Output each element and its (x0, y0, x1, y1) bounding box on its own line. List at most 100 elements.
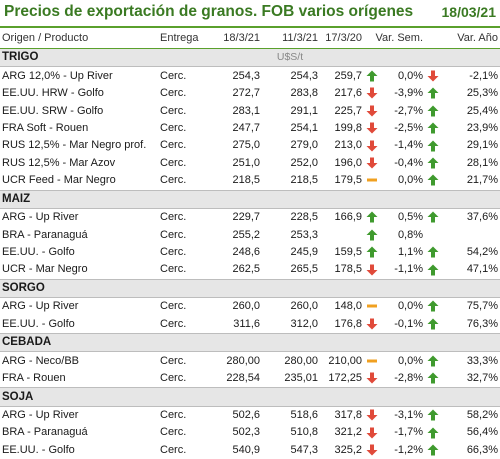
up-arrow-icon (427, 444, 439, 456)
col-header-var-ano: Var. Año (425, 29, 500, 49)
var-sem-trend-cell (364, 85, 379, 102)
price-current-cell: 228,54 (216, 370, 262, 388)
price-year-ago-cell (320, 226, 364, 243)
col-header-entrega: Entrega (158, 29, 216, 49)
flat-dash-icon (366, 355, 378, 367)
var-ano-cell: 75,7% (440, 298, 500, 316)
var-ano-cell: 54,2% (440, 244, 500, 261)
up-arrow-icon (427, 318, 439, 330)
var-ano-trend-cell (425, 67, 440, 85)
origin-cell: UCR - Mar Negro (0, 261, 158, 279)
origin-cell: RUS 12,5% - Mar Negro prof. (0, 137, 158, 154)
var-ano-trend-cell (425, 424, 440, 441)
price-current-cell: 540,9 (216, 442, 262, 459)
origin-cell: EE.UU. - Golfo (0, 316, 158, 334)
var-ano-cell: 37,6% (440, 208, 500, 226)
flat-dash-icon (366, 300, 378, 312)
entrega-cell: Cerc. (158, 442, 216, 459)
entrega-cell: Cerc. (158, 406, 216, 424)
price-week-ago-cell: 218,5 (262, 172, 320, 190)
section-filler (364, 49, 500, 67)
var-ano-cell: 23,9% (440, 120, 500, 137)
origin-cell: BRA - Paranaguá (0, 226, 158, 243)
price-current-cell: 502,3 (216, 424, 262, 441)
down-arrow-icon (366, 444, 378, 456)
var-sem-cell: -1,1% (379, 261, 425, 279)
var-sem-trend-cell (364, 352, 379, 370)
price-year-ago-cell: 179,5 (320, 172, 364, 190)
up-arrow-icon (427, 174, 439, 186)
origin-cell: ARG - Up River (0, 298, 158, 316)
section-header-soja: SOJA (0, 388, 500, 406)
col-header-var-sem: Var. Sem. (364, 29, 425, 49)
section-name: SORGO (0, 279, 216, 297)
price-current-cell: 229,7 (216, 208, 262, 226)
price-current-cell: 260,0 (216, 298, 262, 316)
down-arrow-icon (366, 264, 378, 276)
origin-cell: ARG 12,0% - Up River (0, 67, 158, 85)
var-ano-cell: 21,7% (440, 172, 500, 190)
price-current-cell: 248,6 (216, 244, 262, 261)
price-year-ago-cell: 321,2 (320, 424, 364, 441)
entrega-cell: Cerc. (158, 226, 216, 243)
report-header: Precios de exportación de granos. FOB va… (0, 0, 500, 27)
price-current-cell: 262,5 (216, 261, 262, 279)
var-sem-cell: -3,1% (379, 406, 425, 424)
section-header-cebada: CEBADA (0, 334, 500, 352)
var-sem-trend-cell (364, 226, 379, 243)
section-name: CEBADA (0, 334, 216, 352)
var-ano-cell: 33,3% (440, 352, 500, 370)
var-ano-trend-cell (425, 155, 440, 172)
price-week-ago-cell: 280,00 (262, 352, 320, 370)
var-sem-cell: 0,0% (379, 352, 425, 370)
var-sem-cell: 0,0% (379, 172, 425, 190)
var-sem-cell: -1,7% (379, 424, 425, 441)
col-header-date-2: 11/3/21 (262, 29, 320, 49)
origin-cell: FRA - Rouen (0, 370, 158, 388)
report-title: Precios de exportación de granos. FOB va… (4, 3, 413, 21)
down-arrow-icon (366, 122, 378, 134)
entrega-cell: Cerc. (158, 424, 216, 441)
price-week-ago-cell: 547,3 (262, 442, 320, 459)
price-current-cell: 275,0 (216, 137, 262, 154)
price-week-ago-cell: 245,9 (262, 244, 320, 261)
origin-cell: ARG - Up River (0, 406, 158, 424)
section-filler (364, 388, 500, 406)
up-arrow-icon (366, 70, 378, 82)
entrega-cell: Cerc. (158, 155, 216, 172)
price-week-ago-cell: 279,0 (262, 137, 320, 154)
price-week-ago-cell: 510,8 (262, 424, 320, 441)
var-ano-cell: 29,1% (440, 137, 500, 154)
origin-cell: RUS 12,5% - Mar Azov (0, 155, 158, 172)
down-arrow-icon (366, 140, 378, 152)
up-arrow-icon (427, 157, 439, 169)
var-sem-cell: -2,8% (379, 370, 425, 388)
price-week-ago-cell: 283,8 (262, 85, 320, 102)
var-sem-trend-cell (364, 298, 379, 316)
down-arrow-icon (366, 372, 378, 384)
section-name: MAIZ (0, 190, 216, 208)
col-header-date-1: 18/3/21 (216, 29, 262, 49)
price-week-ago-cell: 260,0 (262, 298, 320, 316)
price-current-cell: 254,3 (216, 67, 262, 85)
down-arrow-icon (366, 409, 378, 421)
price-current-cell: 280,00 (216, 352, 262, 370)
section-unit (216, 190, 364, 208)
var-ano-cell (440, 226, 500, 243)
var-ano-trend-cell (425, 406, 440, 424)
col-header-origin: Origen / Producto (0, 29, 158, 49)
var-sem-cell: 1,1% (379, 244, 425, 261)
up-arrow-icon (366, 229, 378, 241)
var-ano-cell: -2,1% (440, 67, 500, 85)
var-ano-trend-cell (425, 120, 440, 137)
price-week-ago-cell: 265,5 (262, 261, 320, 279)
origin-cell: EE.UU. - Golfo (0, 442, 158, 459)
entrega-cell: Cerc. (158, 352, 216, 370)
